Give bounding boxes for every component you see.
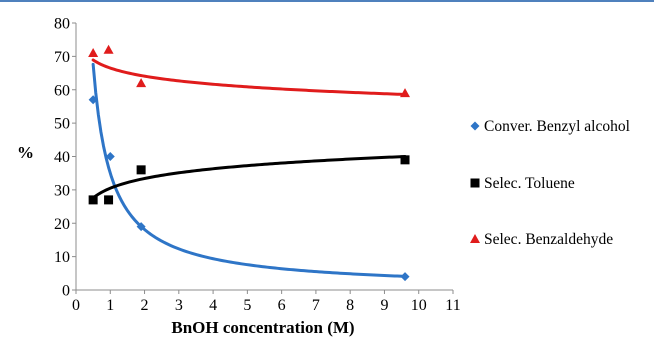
- legend-marker: [470, 234, 480, 243]
- data-point: [400, 88, 411, 98]
- trendline: [91, 62, 407, 278]
- x-tick-label: 4: [209, 297, 217, 314]
- x-tick-label: 8: [346, 297, 354, 314]
- y-tick-label: 80: [54, 16, 70, 33]
- x-tick-label: 9: [380, 297, 388, 314]
- x-tick-label: 3: [175, 297, 183, 314]
- legend-label: Selec. Toluene: [484, 175, 575, 192]
- top-rule: [0, 0, 654, 2]
- y-tick-label: 60: [54, 82, 70, 99]
- y-tick-label: 70: [54, 49, 70, 66]
- legend-marker: [470, 178, 480, 188]
- data-point: [88, 95, 98, 105]
- data-point: [136, 78, 147, 88]
- data-point: [103, 44, 114, 54]
- data-point: [105, 152, 115, 161]
- trendline: [91, 155, 407, 200]
- legend-marker: [470, 121, 480, 131]
- x-axis-title: BnOH concentration (M): [171, 318, 354, 337]
- data-point: [136, 222, 146, 232]
- y-tick-label: 20: [54, 216, 70, 233]
- trendline: [91, 58, 407, 96]
- data-point: [104, 195, 114, 205]
- data-points: [88, 44, 411, 282]
- x-tick-label: 5: [243, 297, 251, 314]
- trendlines: [91, 58, 407, 278]
- legend: Conver. Benzyl alcohol Selec. Toluene Sele…: [470, 118, 630, 248]
- legend-label: Conver. Benzyl alcohol: [484, 118, 630, 135]
- x-tick-label: 7: [312, 297, 320, 314]
- y-tick-label: 40: [54, 149, 70, 166]
- tick-labels: 0 10 20 30 40 50 60 70 80 0 1 2 3 4 5 6 7 8 9 10 11: [54, 16, 461, 315]
- data-point: [88, 195, 98, 205]
- y-tick-label: 10: [54, 249, 70, 266]
- x-tick-label: 2: [141, 297, 149, 314]
- x-tick-label: 1: [106, 297, 114, 314]
- data-point: [400, 155, 410, 165]
- data-point: [88, 48, 99, 58]
- x-tick-label: 11: [445, 297, 460, 314]
- y-axis-title: %: [17, 143, 34, 162]
- y-tick-label: 0: [62, 283, 70, 300]
- x-tick-label: 6: [278, 297, 286, 314]
- data-point: [400, 272, 410, 282]
- y-tick-label: 50: [54, 116, 70, 133]
- x-tick-label: 10: [411, 297, 427, 314]
- axes: [72, 22, 454, 294]
- data-point: [136, 165, 146, 175]
- y-tick-label: 30: [54, 182, 70, 199]
- legend-label: Selec. Benzaldehyde: [484, 231, 613, 248]
- x-tick-label: 0: [72, 297, 80, 314]
